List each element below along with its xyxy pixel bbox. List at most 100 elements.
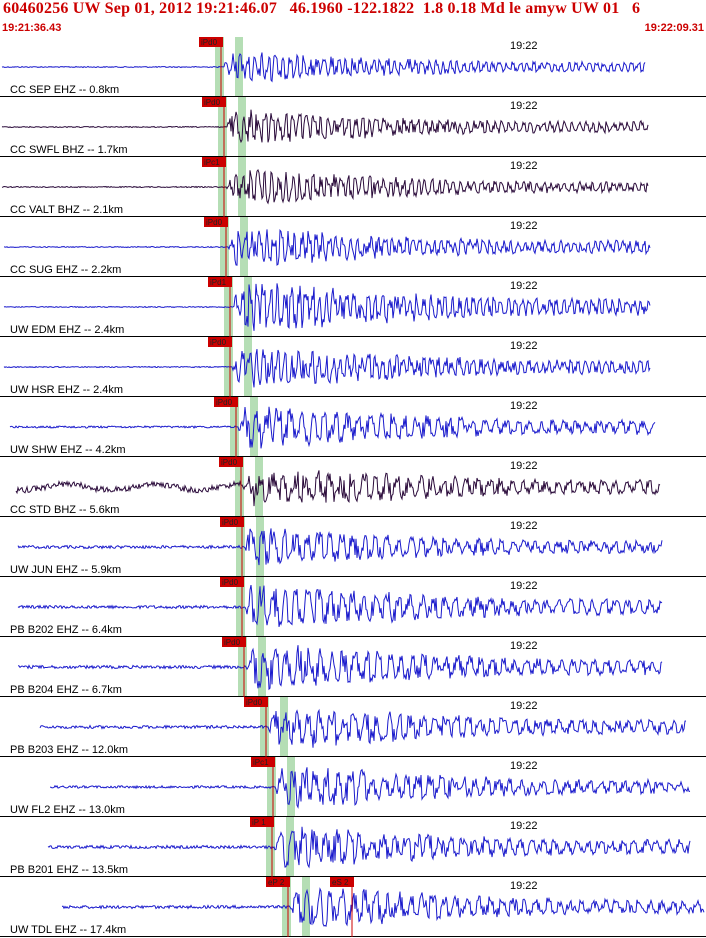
waveform — [1, 52, 646, 83]
trace-row: 19:22 iPd0 CC STD BHZ -- 5.6km — [0, 457, 706, 517]
pick-flag — [250, 817, 274, 827]
event-title: 60460256 UW Sep 01, 2012 19:21:46.07 46.… — [3, 0, 641, 17]
minute-label: 19:22 — [510, 820, 538, 832]
station-label: CC VALT BHZ -- 2.1km — [10, 204, 123, 216]
pick-flag — [220, 517, 244, 527]
trace-row: 19:22 eP 2 eS 2 UW TDL EHZ -- 17.4km — [0, 877, 706, 937]
waveform — [61, 887, 705, 928]
minute-label: 19:22 — [510, 160, 538, 172]
start-time: 19:21:36.43 — [2, 22, 62, 34]
trace-row: 19:22 iPd0 CC SWFL BHZ -- 1.7km — [0, 97, 706, 157]
pick-label: iPd0 — [221, 458, 238, 467]
station-label: PB B203 EHZ -- 12.0km — [10, 744, 128, 756]
waveform — [49, 767, 691, 809]
waveform — [1, 169, 649, 205]
pick-flag — [251, 757, 275, 767]
pick-label: iPd0 — [201, 38, 218, 47]
waveform — [39, 708, 687, 748]
header: 60460256 UW Sep 01, 2012 19:21:46.07 46.… — [0, 0, 706, 37]
pick-flag — [220, 577, 244, 587]
pick-label: iPd0 — [246, 698, 263, 707]
minute-label: 19:22 — [510, 580, 538, 592]
pick-label: iPd0 — [216, 398, 233, 407]
station-label: UW FL2 EHZ -- 13.0km — [10, 804, 125, 816]
station-label: UW JUN EHZ -- 5.9km — [10, 564, 121, 576]
minute-label: 19:22 — [510, 640, 538, 652]
pick-window — [236, 517, 245, 577]
pick-label: iPd0 — [210, 338, 227, 347]
s-pick-flag — [330, 877, 354, 887]
waveform — [17, 645, 663, 691]
pick-flag — [219, 457, 243, 467]
pick-label: iPd0 — [224, 638, 241, 647]
station-label: PB B202 EHZ -- 6.4km — [10, 624, 122, 636]
pick-window — [238, 637, 247, 697]
pick-window — [240, 217, 248, 277]
minute-label: 19:22 — [510, 880, 538, 892]
trace-row: 19:22 iP 1 PB B201 EHZ -- 13.5km — [0, 817, 706, 877]
trace-row: 19:22 iPc1 UW FL2 EHZ -- 13.0km — [0, 757, 706, 817]
minute-label: 19:22 — [510, 340, 538, 352]
pick-window — [255, 457, 263, 517]
waveform — [17, 528, 663, 566]
waveform — [9, 406, 656, 449]
pick-flag — [266, 877, 290, 887]
minute-label: 19:22 — [510, 220, 538, 232]
waveform — [47, 826, 691, 869]
waveform — [17, 584, 663, 627]
s-pick-label: eS 2 — [332, 878, 349, 887]
pick-flag — [202, 97, 226, 107]
pick-flag — [208, 337, 232, 347]
minute-label: 19:22 — [510, 460, 538, 472]
station-label: PB B204 EHZ -- 6.7km — [10, 684, 122, 696]
seismogram-panel: 19:22 iPd0 CC SEP EHZ -- 0.8km 19:22 iPd0 CC … — [0, 37, 706, 937]
station-label: UW EDM EHZ -- 2.4km — [10, 324, 124, 336]
waveform — [3, 228, 651, 266]
trace-row: 19:22 iPd0 UW HSR EHZ -- 2.4km — [0, 337, 706, 397]
minute-label: 19:22 — [510, 760, 538, 772]
trace-row: 19:22 iPd0 UW SHW EHZ -- 4.2km — [0, 397, 706, 457]
waveform — [1, 109, 649, 144]
minute-label: 19:22 — [510, 400, 538, 412]
pick-window — [238, 97, 246, 157]
pick-label: iPc1 — [253, 758, 269, 767]
trace-row: 19:22 iPd1 UW EDM EHZ -- 2.4km — [0, 277, 706, 337]
waveform — [3, 349, 651, 388]
trace-row: 19:22 iPc1 CC VALT BHZ -- 2.1km — [0, 157, 706, 217]
trace-row: 19:22 iPd0 CC SUG EHZ -- 2.2km — [0, 217, 706, 277]
pick-label: iP 1 — [252, 818, 266, 827]
station-label: CC SEP EHZ -- 0.8km — [10, 84, 119, 96]
pick-label: eP 2 — [268, 878, 285, 887]
station-label: UW SHW EHZ -- 4.2km — [10, 444, 126, 456]
pick-label: iPd1 — [210, 278, 227, 287]
minute-label: 19:22 — [510, 280, 538, 292]
trace-row: 19:22 iPd0 PB B204 EHZ -- 6.7km — [0, 637, 706, 697]
pick-window — [280, 697, 288, 757]
pick-window — [235, 457, 244, 517]
pick-label: iPd0 — [206, 218, 223, 227]
minute-label: 19:22 — [510, 40, 538, 52]
trace-row: 19:22 iPd0 PB B202 EHZ -- 6.4km — [0, 577, 706, 637]
minute-label: 19:22 — [510, 520, 538, 532]
trace-row: 19:22 iPd0 CC SEP EHZ -- 0.8km — [0, 37, 706, 97]
pick-label: iPc1 — [204, 158, 220, 167]
station-label: CC SUG EHZ -- 2.2km — [10, 264, 121, 276]
station-label: UW TDL EHZ -- 17.4km — [10, 924, 126, 936]
pick-flag — [244, 697, 268, 707]
waveform — [3, 283, 651, 331]
station-label: CC SWFL BHZ -- 1.7km — [10, 144, 128, 156]
end-time: 19:22:09.31 — [644, 22, 704, 34]
pick-label: iPd0 — [222, 518, 239, 527]
pick-window — [256, 577, 264, 637]
pick-flag — [202, 157, 226, 167]
waveform — [15, 470, 661, 507]
pick-window — [287, 757, 295, 817]
pick-window — [286, 817, 294, 877]
pick-label: iPd0 — [222, 578, 239, 587]
minute-label: 19:22 — [510, 700, 538, 712]
pick-window — [244, 337, 252, 397]
minute-label: 19:22 — [510, 100, 538, 112]
station-label: CC STD BHZ -- 5.6km — [10, 504, 119, 516]
pick-flag — [222, 637, 246, 647]
trace-row: 19:22 iPd0 UW JUN EHZ -- 5.9km — [0, 517, 706, 577]
